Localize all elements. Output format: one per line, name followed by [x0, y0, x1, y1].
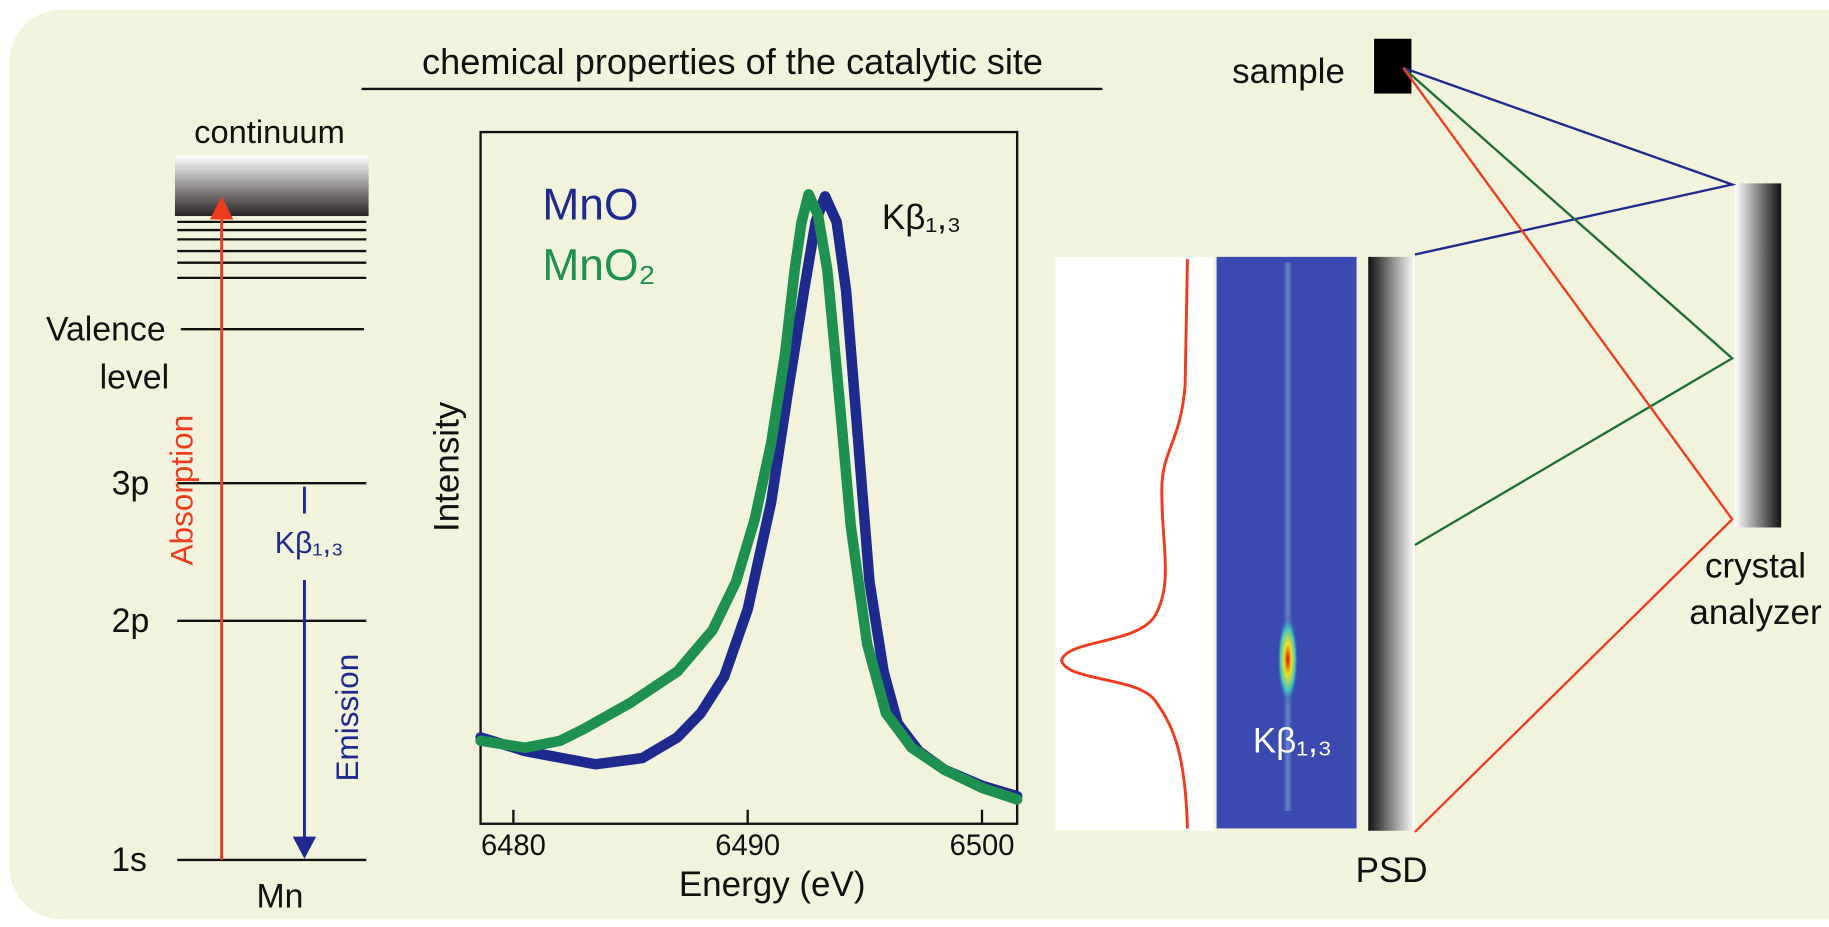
x-tick-label: 6490 [715, 830, 780, 862]
level-label: 3p [112, 464, 150, 502]
psd [1368, 256, 1415, 831]
detector-label: Kβ₁,₃ [1253, 722, 1332, 761]
valence-label: level [100, 358, 170, 396]
psd-label: PSD [1356, 851, 1428, 890]
arrow-head [292, 836, 317, 859]
detector-spot [1277, 614, 1299, 704]
profile-curve [1059, 259, 1189, 829]
valence-label: Valence [46, 310, 166, 348]
x-axis-label: Energy (eV) [679, 865, 866, 904]
sample-label: sample [1232, 52, 1345, 91]
level-label: 1s [111, 841, 147, 879]
x-tick-label: 6480 [481, 830, 546, 862]
sample [1374, 38, 1412, 94]
legend-entry: MnO₂ [542, 241, 655, 290]
analyzer-label: analyzer [1689, 593, 1822, 632]
spectrum-line [475, 189, 1023, 805]
ray [1402, 67, 1735, 546]
arrow-head [209, 196, 234, 220]
continuum [174, 155, 369, 217]
crystal-analyzer [1734, 183, 1782, 528]
level-label: 2p [112, 602, 150, 640]
transition-label: Kβ₁,₃ [275, 527, 344, 560]
detector-streak [1283, 262, 1293, 811]
profile-panel [1055, 256, 1214, 831]
ray [1402, 66, 1737, 256]
x-tick-label: 6500 [950, 830, 1015, 862]
y-axis-label: Intensity [427, 401, 466, 532]
analyzer-label: crystal [1705, 547, 1806, 586]
plot: 6480 6490 6500 [475, 189, 1023, 862]
title: chemical properties of the catalytic sit… [422, 41, 1043, 82]
absorption-label: Absorption [164, 415, 200, 566]
plot-frame [479, 130, 1019, 825]
continuum-label: continuum [194, 113, 345, 150]
emission-label: Emission [329, 654, 365, 782]
legend-entry: MnO [542, 181, 638, 230]
ray [1402, 67, 1734, 833]
annotation: Kβ₁,₃ [882, 198, 961, 237]
levels [177, 220, 367, 862]
element-label: Mn [256, 877, 303, 915]
